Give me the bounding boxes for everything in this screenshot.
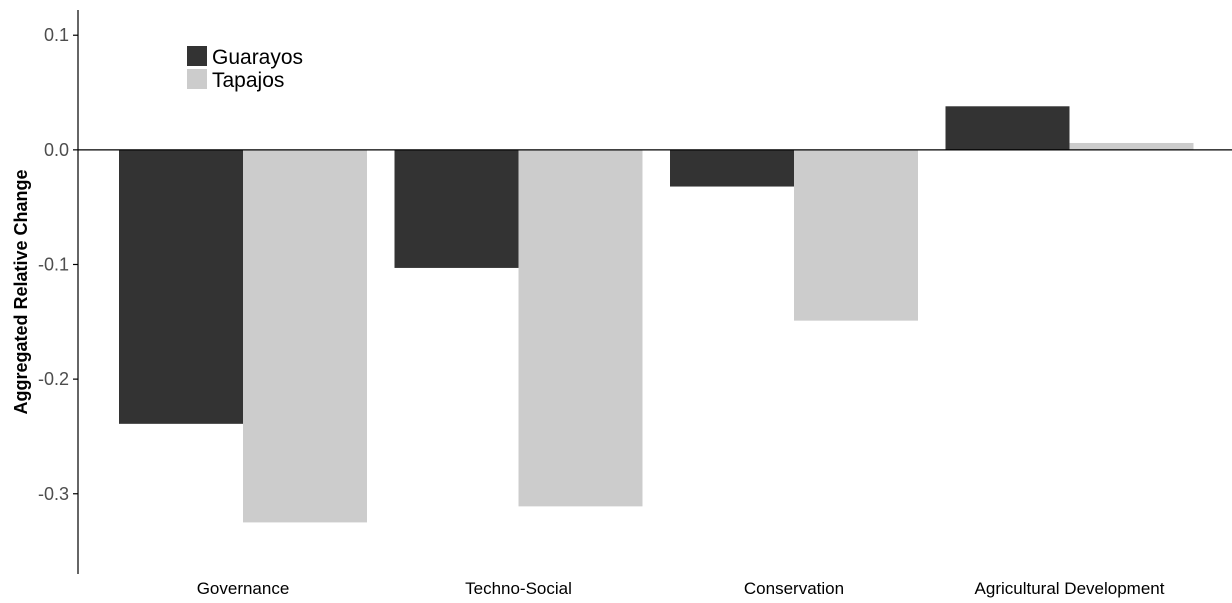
legend-swatch-tapajos xyxy=(187,69,207,89)
x-category-label: Conservation xyxy=(744,579,844,598)
legend-label-guarayos: Guarayos xyxy=(212,46,303,69)
legend-swatch-guarayos xyxy=(187,46,207,66)
legend-label-tapajos: Tapajos xyxy=(212,69,284,92)
y-axis-ticks: 0.1 0.0 -0.1 -0.2 -0.3 xyxy=(38,25,78,504)
bar-guarayos-governance xyxy=(119,149,243,424)
y-tick-label: 0.0 xyxy=(44,140,69,160)
y-axis-title: Aggregated Relative Change xyxy=(11,169,31,414)
x-category-label: Agricultural Development xyxy=(975,579,1165,598)
bars-layer xyxy=(119,106,1194,523)
x-axis-labels: Governance Techno-Social Conservation Agric… xyxy=(197,579,1165,598)
x-category-label: Techno-Social xyxy=(465,579,572,598)
bar-tapajos-governance xyxy=(243,149,367,523)
y-tick-label: -0.1 xyxy=(38,254,69,274)
y-tick-label: -0.3 xyxy=(38,484,69,504)
bar-guarayos-agricultural-development xyxy=(945,106,1070,150)
bar-guarayos-techno-social xyxy=(394,149,519,268)
bar-guarayos-conservation xyxy=(670,149,794,187)
bar-tapajos-agricultural-development xyxy=(1069,142,1194,150)
bar-tapajos-techno-social xyxy=(518,149,643,507)
bar-tapajos-conservation xyxy=(794,149,918,321)
y-tick-label: 0.1 xyxy=(44,25,69,45)
x-category-label: Governance xyxy=(197,579,290,598)
y-tick-label: -0.2 xyxy=(38,369,69,389)
